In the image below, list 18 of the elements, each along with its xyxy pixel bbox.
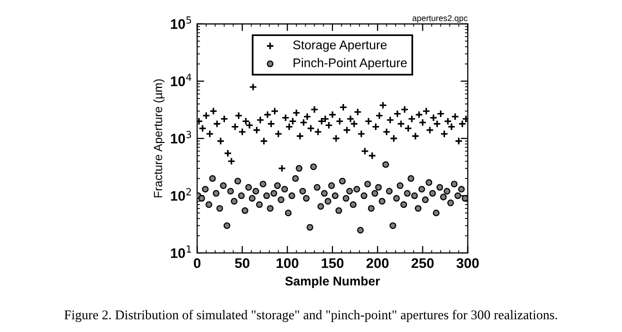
caption: Figure 2. Distribution of simulated "storage" and "pinch-point" apertures for 300 realizations. (64, 310, 558, 322)
x-tick-label: 0 (194, 258, 200, 268)
y-tick-label: 10$^{2}$ (170, 188, 191, 201)
y-axis-title: Fracture Aperture (µm) (154, 79, 165, 198)
x-tick-label: 200 (366, 258, 389, 268)
legend-label: Pinch-Point Aperture (294, 58, 407, 70)
x-tick-label: 150 (322, 258, 344, 268)
x-axis-title: Sample Number (285, 276, 380, 288)
x-tick-label: 300 (456, 258, 479, 268)
legend-label: Storage Aperture (293, 40, 387, 52)
y-tick-label: 10$^{3}$ (170, 130, 192, 144)
x-tick-label: 50 (234, 258, 250, 268)
y-tick-label: 10$^{5}$ (170, 16, 192, 29)
text: apertures2.qpc (412, 15, 468, 23)
x-tick-label: 100 (276, 258, 298, 268)
y-tick-label: 10$^{4}$ (170, 74, 192, 86)
y-tick-label: 10$^{1}$ (170, 246, 191, 258)
x-tick-label: 250 (412, 258, 434, 268)
